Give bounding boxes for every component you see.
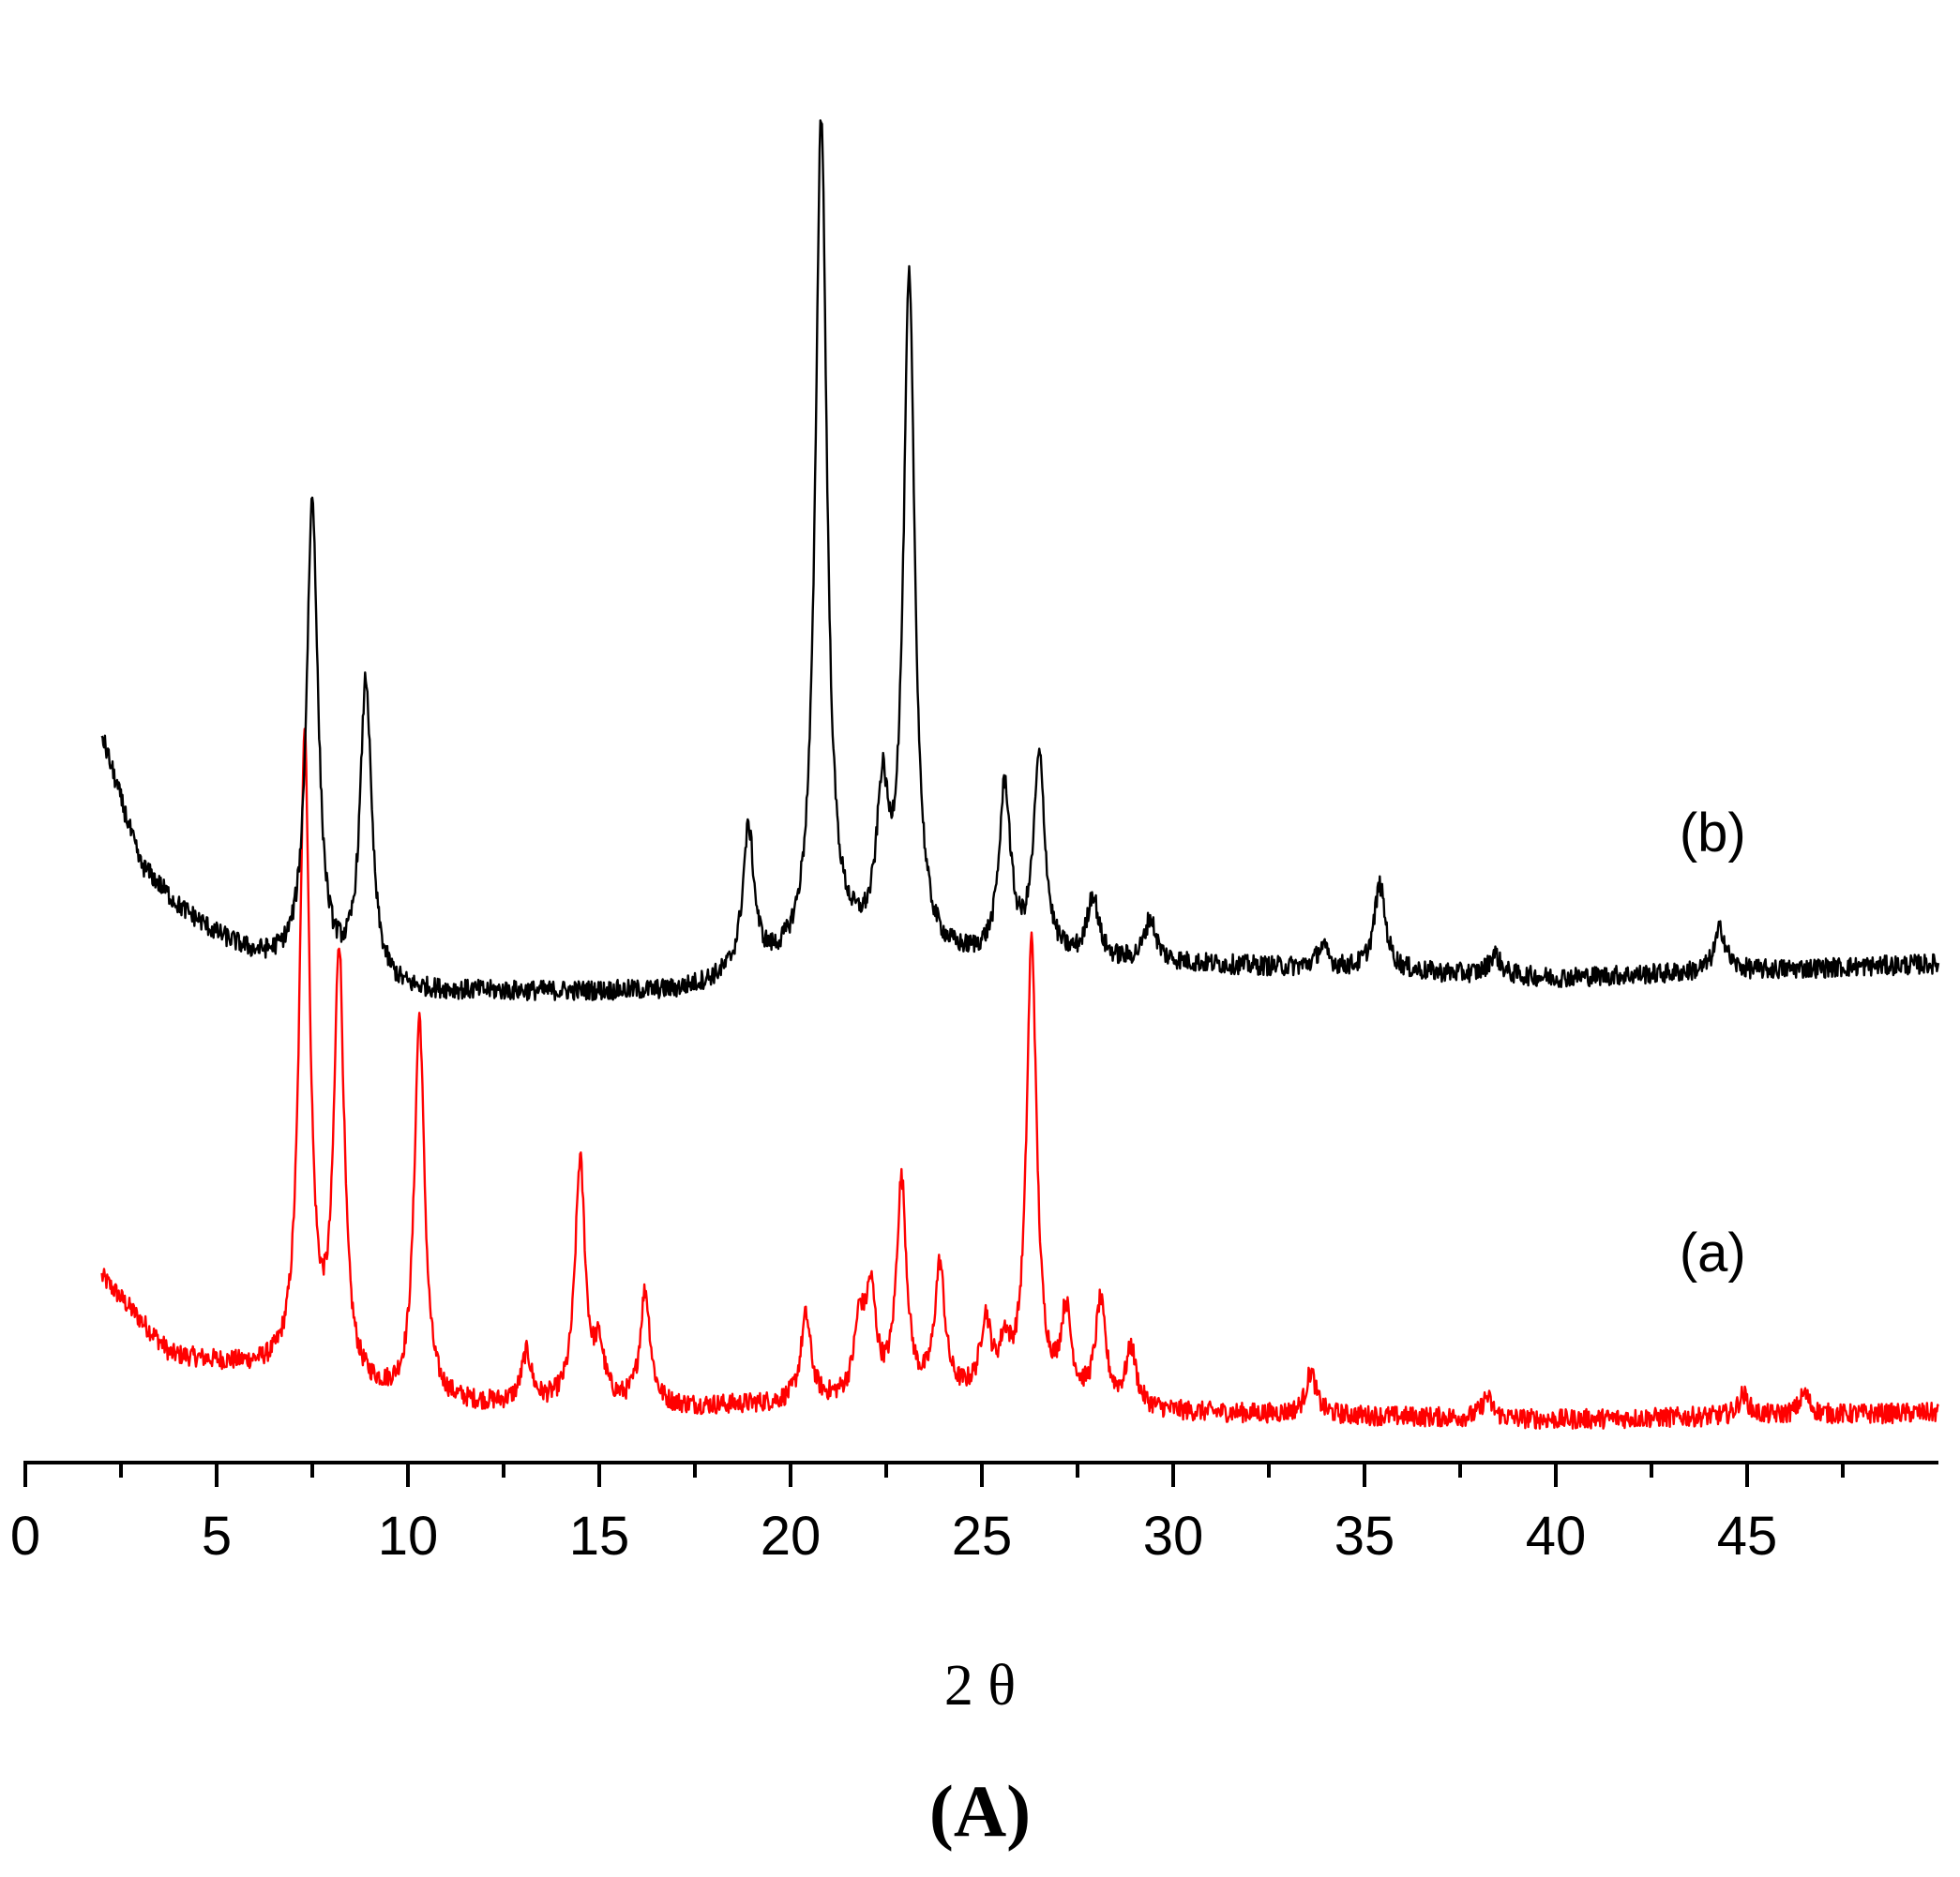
x-tick-label: 20	[761, 1506, 822, 1567]
series-b-label: (b)	[1680, 803, 1746, 863]
x-tick-label: 5	[202, 1506, 232, 1567]
x-tick-label: 15	[569, 1506, 630, 1567]
plot-area	[100, 119, 1940, 1430]
x-tick-label: 10	[378, 1506, 439, 1567]
series-a-label: (a)	[1680, 1223, 1746, 1284]
x-tick-label: 25	[952, 1506, 1013, 1567]
series-a-line	[100, 728, 1940, 1430]
panel-label: (A)	[929, 1770, 1031, 1852]
x-tick-label: 30	[1143, 1506, 1204, 1567]
x-tick-label: 35	[1334, 1506, 1395, 1567]
x-tick-label: 40	[1526, 1506, 1587, 1567]
x-tick-label: 45	[1717, 1506, 1778, 1567]
x-tick-labels: 0 5 10 15 20 25 30 35 40 45	[10, 1506, 1777, 1567]
x-axis-title: 2 θ	[944, 1654, 1016, 1718]
series-b-line	[100, 119, 1940, 1001]
x-ticks	[23, 1463, 1845, 1487]
x-tick-label: 0	[10, 1506, 40, 1567]
x-axis: 0 5 10 15 20 25 30 35 40 45	[10, 1461, 1938, 1567]
